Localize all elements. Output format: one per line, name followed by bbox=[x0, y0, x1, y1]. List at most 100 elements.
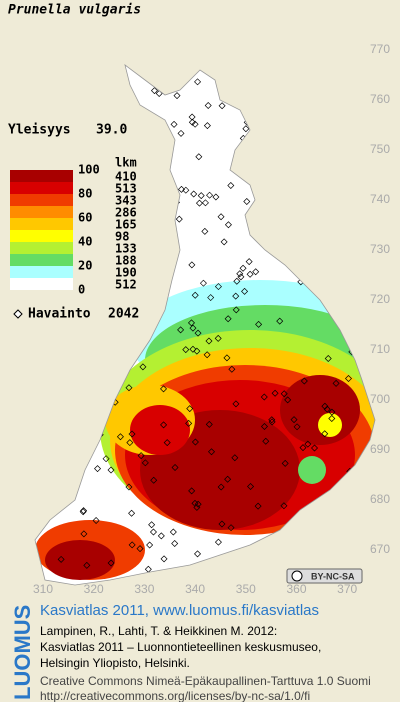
observation-marker bbox=[182, 346, 190, 354]
observation-marker bbox=[102, 455, 110, 463]
observation-marker bbox=[124, 353, 132, 361]
observation-marker bbox=[227, 182, 235, 190]
observation-marker bbox=[323, 405, 331, 413]
legend-swatch bbox=[10, 266, 73, 278]
observation-marker bbox=[344, 504, 352, 512]
observation-marker bbox=[203, 351, 211, 359]
northing-label: 670 bbox=[370, 542, 390, 556]
northing-label: 710 bbox=[370, 342, 390, 356]
observation-marker bbox=[322, 541, 330, 549]
legend-swatch bbox=[10, 182, 73, 194]
cc-icon bbox=[291, 570, 303, 582]
observation-marker bbox=[94, 465, 102, 473]
legend-count: 513 bbox=[115, 182, 137, 196]
observation-marker bbox=[171, 540, 179, 548]
observation-marker bbox=[65, 370, 73, 378]
logo: LUOMUS bbox=[10, 605, 35, 700]
observation-marker bbox=[314, 551, 322, 558]
observation-marker bbox=[107, 94, 115, 102]
legend-count: 133 bbox=[115, 242, 137, 256]
legend-scale-label: 40 bbox=[78, 235, 92, 249]
observation-marker bbox=[159, 280, 167, 288]
observation-marker bbox=[305, 558, 313, 566]
legend-count: 190 bbox=[115, 266, 137, 280]
observation-marker bbox=[300, 377, 308, 385]
observation-marker bbox=[252, 80, 260, 88]
observation-marker bbox=[162, 248, 170, 256]
observation-marker bbox=[196, 561, 204, 569]
observation-marker bbox=[139, 249, 147, 257]
observation-marker bbox=[194, 550, 202, 558]
observation-marker bbox=[141, 459, 149, 467]
observation-marker bbox=[267, 83, 275, 91]
legend-swatch bbox=[10, 218, 73, 230]
observation-marker bbox=[228, 365, 236, 373]
observation-marker bbox=[152, 154, 160, 162]
observation-marker bbox=[268, 416, 276, 424]
observation-marker bbox=[177, 185, 185, 193]
easting-label: 320 bbox=[84, 582, 104, 596]
observation-marker bbox=[284, 396, 292, 404]
observation-marker bbox=[100, 237, 108, 245]
observation-marker bbox=[321, 430, 329, 438]
license-badge: BY-NC-SA bbox=[311, 571, 355, 581]
observation-marker bbox=[241, 107, 249, 115]
observation-marker bbox=[232, 400, 240, 408]
observation-symbol bbox=[13, 309, 23, 319]
observation-marker bbox=[290, 416, 298, 424]
observation-marker bbox=[107, 466, 115, 474]
observation-marker bbox=[293, 143, 301, 151]
observation-marker bbox=[155, 89, 163, 97]
observation-marker bbox=[160, 555, 168, 563]
observation-marker bbox=[343, 235, 351, 243]
observation-marker bbox=[205, 337, 213, 345]
observation-marker bbox=[325, 206, 333, 214]
observation-marker bbox=[160, 190, 168, 198]
legend-count: 512 bbox=[115, 278, 137, 292]
observation-marker bbox=[299, 444, 307, 452]
footer-headline: Kasviatlas 2011, www.luomus.fi/kasviatla… bbox=[40, 602, 319, 619]
observation-marker bbox=[282, 529, 290, 537]
observation-marker bbox=[345, 375, 352, 383]
observation-marker bbox=[332, 379, 340, 387]
legend-swatch bbox=[10, 278, 73, 290]
observation-marker bbox=[194, 329, 202, 337]
legend-swatch bbox=[10, 254, 73, 266]
observation-marker bbox=[187, 319, 195, 327]
observation-marker bbox=[188, 487, 196, 495]
observation-marker bbox=[236, 270, 244, 278]
observation-marker bbox=[83, 295, 91, 303]
observation-marker bbox=[338, 551, 346, 559]
observation-count: 2042 bbox=[108, 307, 139, 322]
observation-marker bbox=[82, 179, 90, 187]
observation-marker bbox=[343, 169, 351, 177]
observation-marker bbox=[136, 252, 144, 260]
legend-count: 188 bbox=[115, 254, 137, 268]
northing-label: 700 bbox=[370, 392, 390, 406]
observation-marker bbox=[83, 561, 91, 569]
observation-marker bbox=[197, 192, 205, 200]
legend-count: 98 bbox=[115, 230, 129, 244]
license-badge-box bbox=[286, 568, 363, 584]
observation-marker bbox=[194, 500, 202, 508]
observation-marker bbox=[81, 146, 89, 154]
observation-marker bbox=[82, 226, 90, 234]
observation-marker bbox=[253, 114, 261, 122]
observation-marker bbox=[344, 328, 352, 336]
observation-marker bbox=[292, 524, 300, 532]
northing-label: 750 bbox=[370, 142, 390, 156]
observation-marker bbox=[218, 520, 226, 528]
observation-marker bbox=[191, 499, 199, 507]
observation-marker bbox=[144, 565, 152, 573]
count-header: lkm bbox=[115, 156, 137, 170]
observation-marker bbox=[260, 423, 268, 431]
observation-marker bbox=[160, 421, 168, 429]
observation-marker bbox=[146, 541, 154, 549]
observation-marker bbox=[92, 294, 100, 302]
observation-marker bbox=[194, 78, 202, 86]
legend-count: 343 bbox=[115, 194, 137, 208]
observation-marker bbox=[107, 559, 115, 567]
observation-marker bbox=[60, 87, 68, 95]
observation-marker bbox=[92, 517, 100, 524]
